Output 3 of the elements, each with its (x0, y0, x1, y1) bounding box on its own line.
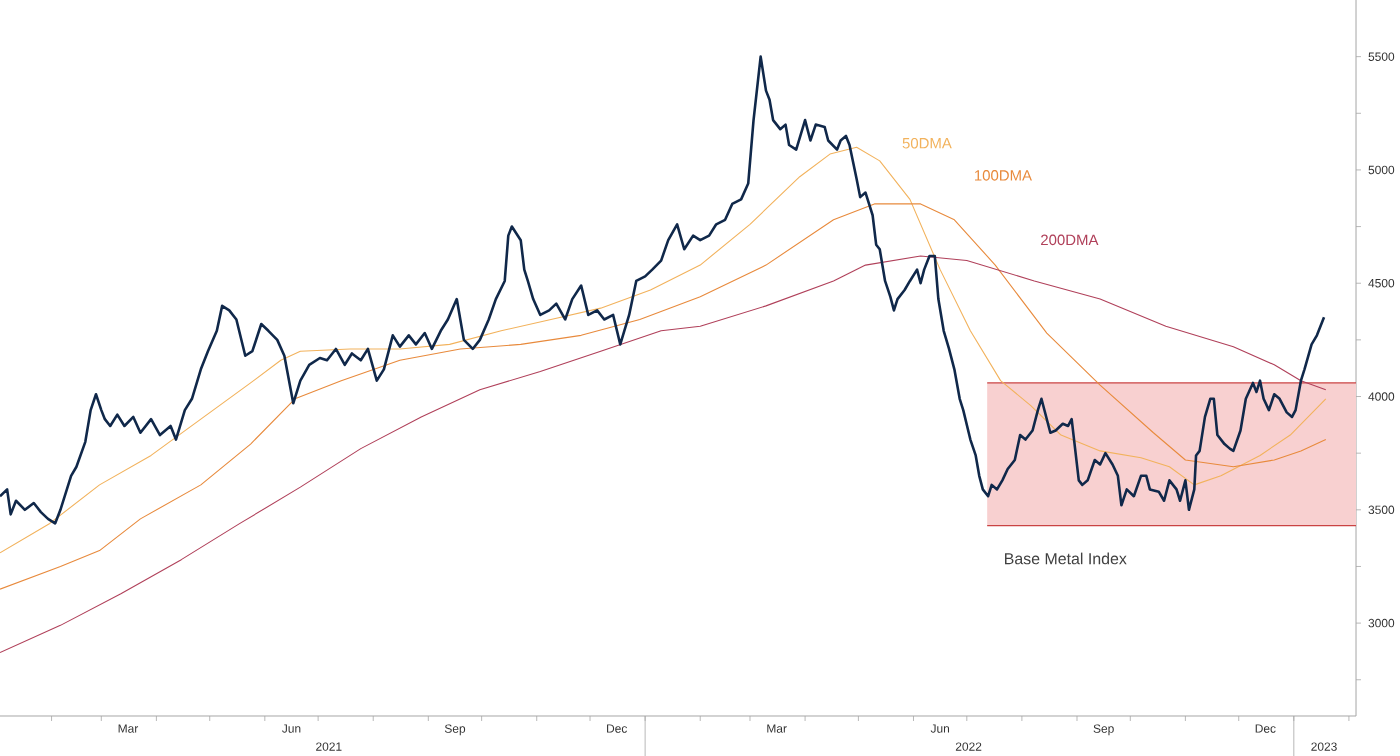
line-series (0, 255, 1327, 654)
line-series (0, 203, 1327, 590)
line-series (0, 146, 1327, 554)
